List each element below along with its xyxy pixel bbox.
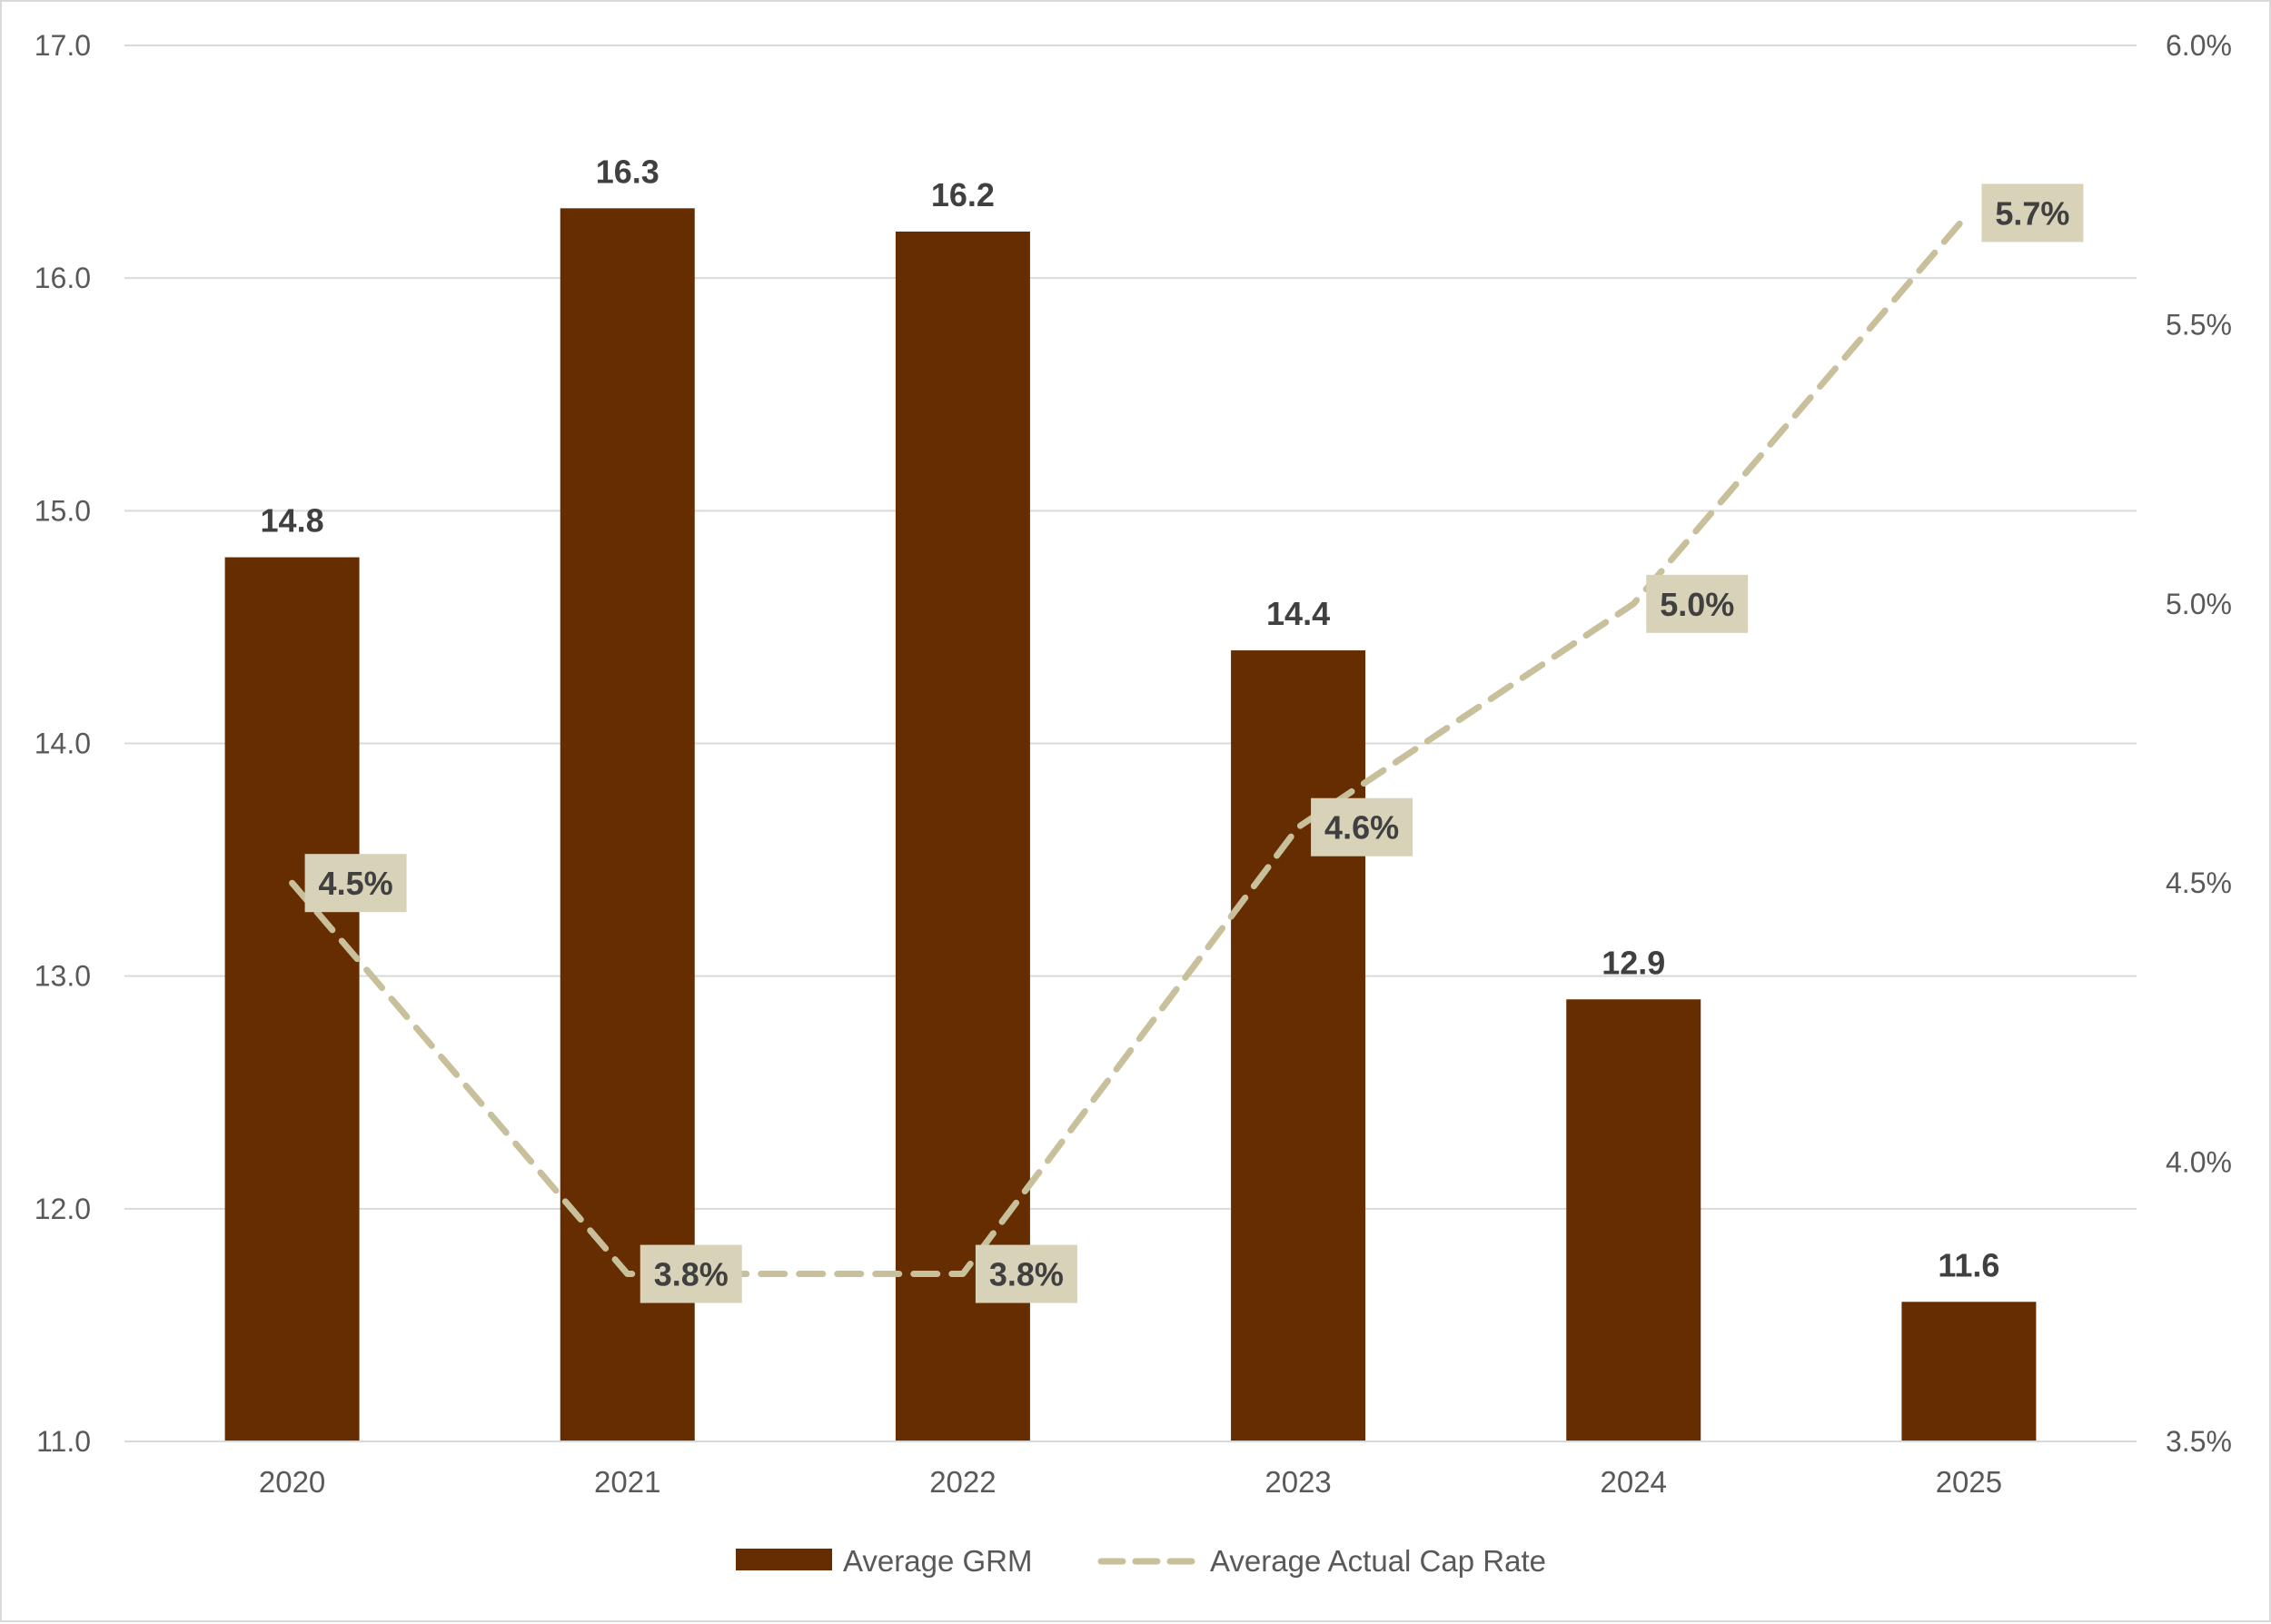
line-data-label: 4.5%: [319, 865, 393, 902]
line-data-label: 5.7%: [1995, 194, 2069, 232]
cap-rate-line: [289, 209, 1972, 1278]
legend-label-line: Average Actual Cap Rate: [1210, 1544, 1546, 1578]
line-data-label: 3.8%: [654, 1256, 729, 1293]
gridlines: [124, 45, 2137, 1442]
line-data-label-box: [640, 1244, 742, 1303]
line-data-label: 4.6%: [1324, 809, 1399, 847]
line-data-label-box: [1981, 183, 2084, 243]
x-axis-tick-label: 2020: [259, 1465, 325, 1499]
bar-data-label: 12.9: [1602, 944, 1665, 981]
left-axis-tick-label: 17.0: [35, 29, 91, 62]
bar-data-label: 14.8: [261, 502, 324, 540]
bar: [1566, 999, 1701, 1441]
legend-swatch-bar: [736, 1549, 832, 1570]
x-axis-tick-label: 2024: [1601, 1465, 1667, 1499]
line-data-label-box: [304, 854, 407, 913]
line-data-label-box: [975, 1244, 1077, 1303]
x-axis: 2020 2021 2022 2023 2024 2025: [124, 1441, 2137, 1499]
right-axis-tick-label: 4.5%: [2166, 866, 2232, 899]
bar: [1901, 1302, 2037, 1441]
left-axis-tick-label: 15.0: [35, 494, 91, 527]
bar: [224, 557, 360, 1441]
left-axis: 17.0 16.0 15.0 14.0 13.0 12.0 11.0: [35, 29, 91, 1458]
bar-data-label: 11.6: [1938, 1246, 1999, 1283]
left-axis-tick-label: 16.0: [35, 262, 91, 294]
left-axis-tick-label: 11.0: [36, 1425, 91, 1458]
bar-data-label: 16.3: [596, 153, 659, 190]
bar: [560, 208, 695, 1442]
left-axis-tick-label: 12.0: [35, 1193, 91, 1225]
line-data-label: 5.0%: [1660, 586, 1734, 623]
line-labels: 4.5% 3.8% 3.8% 4.6% 5.0% 5.7%: [304, 183, 2084, 1303]
bar-series: 14.8 16.3 16.2 14.4 12.9 11.6: [224, 153, 2037, 1442]
line-data-label: 3.8%: [989, 1256, 1064, 1293]
line-series: [289, 209, 1972, 1278]
right-axis-tick-label: 4.0%: [2166, 1146, 2232, 1179]
line-data-label-box: [1646, 574, 1749, 633]
bar-data-label: 14.4: [1266, 595, 1330, 632]
x-axis-tick-label: 2025: [1936, 1465, 2002, 1499]
bar-data-label: 16.2: [931, 176, 995, 213]
left-axis-tick-label: 14.0: [35, 728, 91, 760]
line-data-label-box: [1311, 797, 1413, 857]
bar: [895, 231, 1030, 1441]
x-axis-tick-label: 2023: [1264, 1465, 1331, 1499]
bar: [1231, 650, 1366, 1441]
legend-label-bar: Average GRM: [843, 1544, 1032, 1578]
right-axis-tick-label: 5.5%: [2166, 308, 2232, 341]
right-axis: 6.0% 5.5% 5.0% 4.5% 4.0% 3.5%: [2166, 29, 2232, 1458]
x-axis-tick-label: 2022: [929, 1465, 996, 1499]
right-axis-tick-label: 3.5%: [2166, 1425, 2232, 1458]
legend: Average GRM Average Actual Cap Rate: [736, 1544, 1546, 1578]
x-axis-tick-label: 2021: [594, 1465, 660, 1499]
right-axis-tick-label: 5.0%: [2166, 588, 2232, 620]
right-axis-tick-label: 6.0%: [2166, 29, 2232, 62]
left-axis-tick-label: 13.0: [35, 960, 91, 993]
